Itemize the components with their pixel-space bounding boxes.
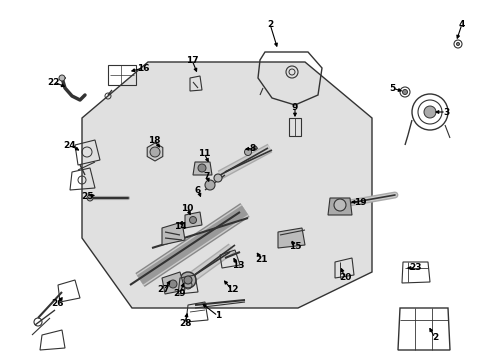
Text: 16: 16 — [137, 63, 149, 72]
Text: 2: 2 — [266, 19, 273, 28]
Circle shape — [169, 280, 177, 288]
Text: 11: 11 — [197, 149, 210, 158]
Text: 8: 8 — [249, 144, 256, 153]
Circle shape — [402, 90, 407, 95]
Circle shape — [423, 106, 435, 118]
Text: 10: 10 — [181, 203, 193, 212]
Circle shape — [214, 174, 222, 182]
Circle shape — [198, 164, 205, 172]
Text: 28: 28 — [179, 319, 191, 328]
Text: 27: 27 — [157, 285, 170, 294]
Circle shape — [183, 276, 192, 284]
Polygon shape — [193, 162, 212, 175]
Bar — [288, 118, 301, 136]
Circle shape — [252, 146, 257, 150]
Text: 29: 29 — [173, 288, 186, 297]
Text: 21: 21 — [255, 256, 268, 265]
Circle shape — [244, 149, 251, 156]
Text: 13: 13 — [231, 261, 244, 270]
Text: 20: 20 — [338, 274, 350, 283]
Polygon shape — [162, 272, 184, 294]
Text: 17: 17 — [185, 55, 198, 64]
Polygon shape — [162, 222, 184, 245]
Text: 15: 15 — [288, 242, 301, 251]
Polygon shape — [278, 228, 305, 248]
Text: 26: 26 — [51, 298, 63, 307]
Circle shape — [456, 42, 459, 45]
Text: 12: 12 — [225, 285, 238, 294]
Text: 22: 22 — [48, 77, 60, 86]
Text: 6: 6 — [195, 185, 201, 194]
Polygon shape — [147, 143, 163, 161]
Text: 23: 23 — [409, 264, 421, 273]
Text: 2: 2 — [431, 333, 437, 342]
Circle shape — [333, 199, 346, 211]
Text: 4: 4 — [458, 19, 464, 28]
Bar — [108, 65, 136, 85]
Text: 14: 14 — [173, 221, 186, 230]
Text: 5: 5 — [388, 84, 394, 93]
Circle shape — [189, 216, 196, 224]
Text: 25: 25 — [81, 192, 93, 201]
Circle shape — [150, 147, 160, 157]
Text: 19: 19 — [353, 198, 366, 207]
Polygon shape — [327, 198, 351, 215]
Text: 7: 7 — [203, 171, 210, 180]
Polygon shape — [82, 62, 371, 308]
Text: 1: 1 — [214, 311, 221, 320]
Text: 9: 9 — [291, 103, 298, 112]
Circle shape — [180, 272, 196, 288]
Polygon shape — [184, 212, 202, 228]
Text: 24: 24 — [63, 140, 76, 149]
Circle shape — [87, 195, 93, 201]
Text: 18: 18 — [147, 135, 160, 144]
Circle shape — [59, 75, 65, 81]
Text: 3: 3 — [442, 108, 448, 117]
Circle shape — [204, 180, 215, 190]
